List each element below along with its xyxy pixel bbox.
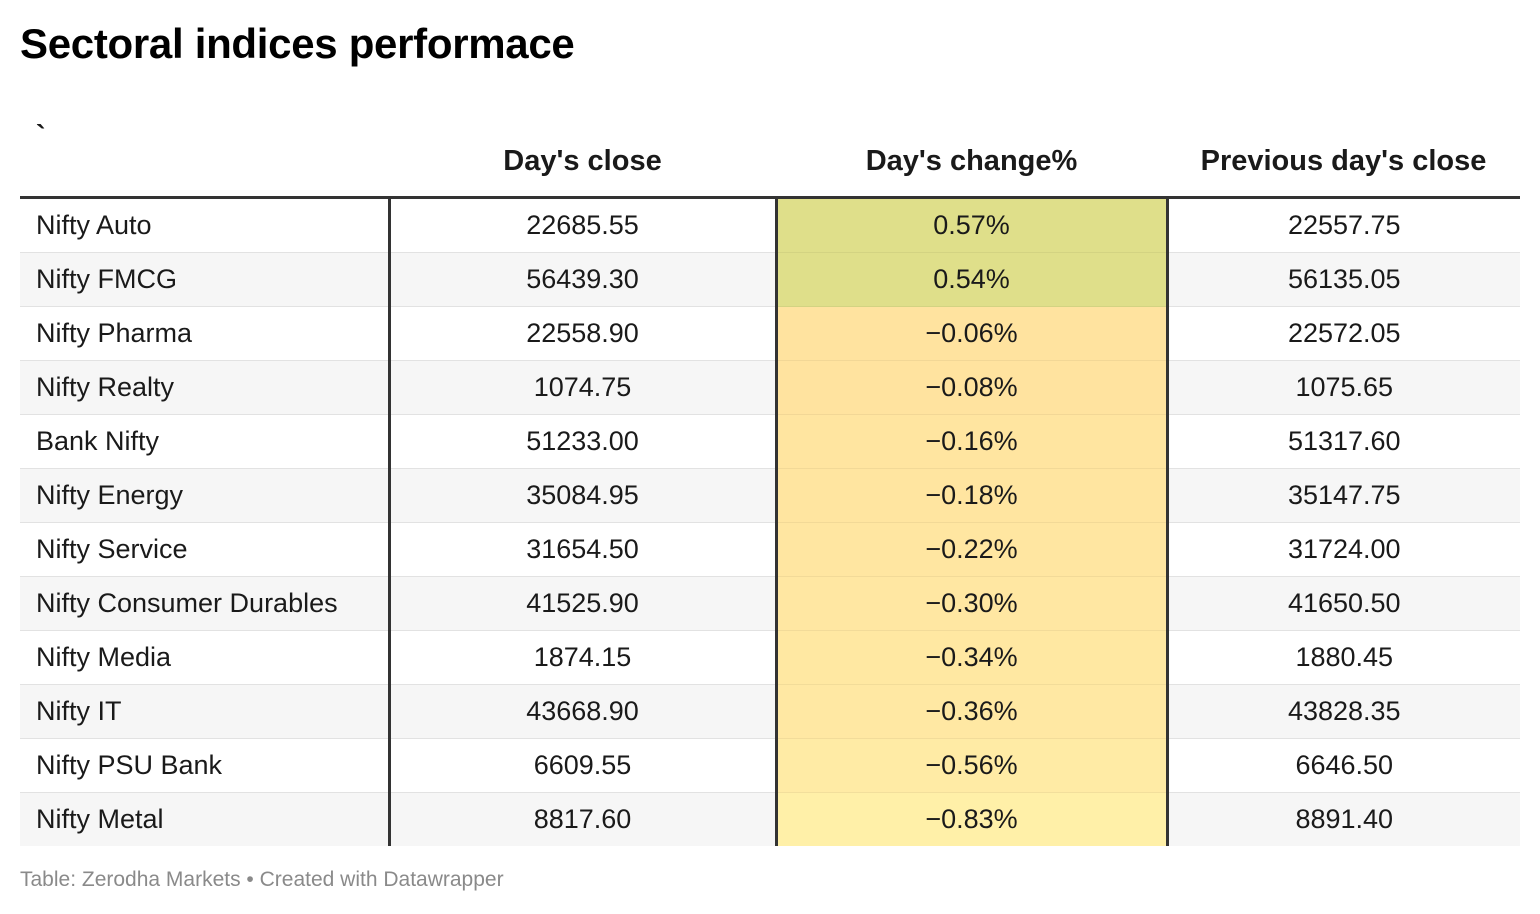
previous-close-cell: 6646.50 [1167, 738, 1520, 793]
index-name-cell: Nifty Pharma [20, 306, 391, 361]
previous-close-cell: 1880.45 [1167, 630, 1520, 685]
previous-close-cell: 51317.60 [1167, 414, 1520, 469]
days-change-cell: 0.54% [776, 252, 1169, 307]
sectoral-table-container: ` Day's close Day's change% Previous day… [20, 110, 1520, 846]
index-name-cell: Nifty FMCG [20, 252, 391, 307]
header-previous-close[interactable]: Previous day's close [1167, 110, 1520, 199]
days-change-cell: −0.34% [776, 630, 1169, 685]
previous-close-cell: 43828.35 [1167, 684, 1520, 739]
days-close-cell: 43668.90 [389, 684, 778, 739]
days-close-cell: 56439.30 [389, 252, 778, 307]
table-body: Nifty Auto 22685.55 0.57% 22557.75 Nifty FMC… [20, 197, 1520, 846]
days-change-cell: −0.83% [776, 792, 1169, 846]
table-row: Bank Nifty 51233.00 −0.16% 51317.60 [20, 414, 1520, 469]
chart-title: Sectoral indices performace [20, 20, 575, 67]
header-row: ` Day's close Day's change% Previous day… [20, 110, 1520, 199]
previous-close-cell: 56135.05 [1167, 252, 1520, 307]
index-name-cell: Nifty Auto [20, 197, 391, 253]
table-row: Nifty Realty 1074.75 −0.08% 1075.65 [20, 360, 1520, 415]
index-name-cell: Nifty Service [20, 522, 391, 577]
days-change-cell: −0.36% [776, 684, 1169, 739]
header-index[interactable]: ` [20, 110, 389, 199]
table-row: Nifty FMCG 56439.30 0.54% 56135.05 [20, 252, 1520, 307]
header-days-change[interactable]: Day's change% [776, 110, 1167, 199]
table-row: Nifty Media 1874.15 −0.34% 1880.45 [20, 630, 1520, 685]
previous-close-cell: 35147.75 [1167, 468, 1520, 523]
index-name-cell: Nifty Consumer Durables [20, 576, 391, 631]
table-row: Nifty Energy 35084.95 −0.18% 35147.75 [20, 468, 1520, 523]
days-close-cell: 1074.75 [389, 360, 778, 415]
table-row: Nifty Auto 22685.55 0.57% 22557.75 [20, 197, 1520, 253]
index-name-cell: Bank Nifty [20, 414, 391, 469]
days-close-cell: 31654.50 [389, 522, 778, 577]
days-close-cell: 6609.55 [389, 738, 778, 793]
index-name-cell: Nifty PSU Bank [20, 738, 391, 793]
table-row: Nifty IT 43668.90 −0.36% 43828.35 [20, 684, 1520, 739]
days-close-cell: 1874.15 [389, 630, 778, 685]
previous-close-cell: 8891.40 [1167, 792, 1520, 846]
previous-close-cell: 1075.65 [1167, 360, 1520, 415]
table-row: Nifty PSU Bank 6609.55 −0.56% 6646.50 [20, 738, 1520, 793]
table-row: Nifty Pharma 22558.90 −0.06% 22572.05 [20, 306, 1520, 361]
days-close-cell: 22558.90 [389, 306, 778, 361]
days-change-cell: −0.18% [776, 468, 1169, 523]
days-close-cell: 8817.60 [389, 792, 778, 846]
days-change-cell: 0.57% [776, 197, 1169, 253]
index-name-cell: Nifty Energy [20, 468, 391, 523]
previous-close-cell: 22572.05 [1167, 306, 1520, 361]
table-row: Nifty Service 31654.50 −0.22% 31724.00 [20, 522, 1520, 577]
days-change-cell: −0.22% [776, 522, 1169, 577]
days-close-cell: 41525.90 [389, 576, 778, 631]
days-close-cell: 51233.00 [389, 414, 778, 469]
header-days-close[interactable]: Day's close [389, 110, 776, 199]
table-header: ` Day's close Day's change% Previous day… [20, 110, 1520, 199]
source-note: Table: Zerodha Markets • Created with Da… [20, 868, 504, 891]
previous-close-cell: 41650.50 [1167, 576, 1520, 631]
days-change-cell: −0.06% [776, 306, 1169, 361]
index-name-cell: Nifty Metal [20, 792, 391, 846]
index-name-cell: Nifty IT [20, 684, 391, 739]
index-name-cell: Nifty Media [20, 630, 391, 685]
table-row: Nifty Metal 8817.60 −0.83% 8891.40 [20, 792, 1520, 846]
days-change-cell: −0.56% [776, 738, 1169, 793]
sectoral-indices-table: ` Day's close Day's change% Previous day… [20, 110, 1520, 846]
days-change-cell: −0.30% [776, 576, 1169, 631]
days-close-cell: 22685.55 [389, 197, 778, 253]
days-close-cell: 35084.95 [389, 468, 778, 523]
previous-close-cell: 31724.00 [1167, 522, 1520, 577]
previous-close-cell: 22557.75 [1167, 197, 1520, 253]
index-name-cell: Nifty Realty [20, 360, 391, 415]
days-change-cell: −0.16% [776, 414, 1169, 469]
table-row: Nifty Consumer Durables 41525.90 −0.30% 416… [20, 576, 1520, 631]
days-change-cell: −0.08% [776, 360, 1169, 415]
